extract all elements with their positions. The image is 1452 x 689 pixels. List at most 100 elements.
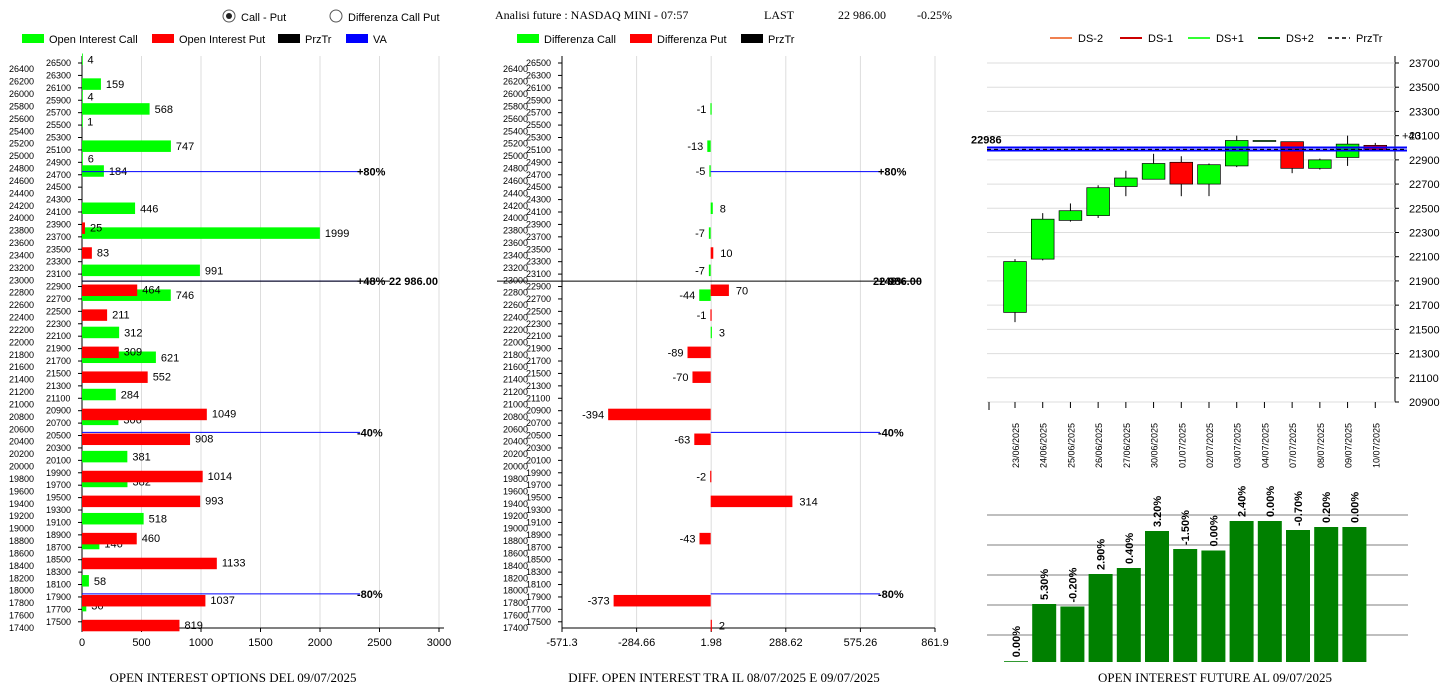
call-bar (82, 103, 150, 115)
strike-label: 22400 (9, 313, 34, 323)
future-bar-label: -0.20% (1067, 567, 1079, 602)
tick-label-x: 288.62 (769, 637, 803, 649)
call-bar-label: 58 (94, 576, 106, 588)
strike-label: 24500 (526, 182, 551, 192)
strike-label: 20000 (503, 462, 528, 472)
va-label: -40% (878, 427, 904, 439)
call-bar-label: 4 (87, 92, 93, 104)
diff-call-bar-label: -5 (696, 166, 706, 178)
strike-label: 24300 (46, 195, 71, 205)
legend-label: DS+2 (1286, 33, 1314, 45)
strike-label: 22300 (526, 319, 551, 329)
strike-label: 21600 (503, 362, 528, 372)
future-bar (1342, 527, 1367, 662)
tick-label-y: 23300 (1409, 106, 1440, 118)
strike-label: 17500 (526, 617, 551, 627)
put-bar-label: 1049 (212, 409, 236, 421)
strike-label: 20200 (503, 449, 528, 459)
strike-label: 18500 (526, 555, 551, 565)
legend-label: DS-2 (1078, 33, 1103, 45)
strike-label: 23000 (503, 275, 528, 285)
diff-put-bar (613, 594, 711, 607)
strike-label: 23300 (46, 257, 71, 267)
tick-label-y: 21300 (1409, 349, 1440, 361)
strike-label: 20500 (46, 431, 71, 441)
tick-label-x: -284.66 (618, 637, 655, 649)
strike-label: 21600 (9, 362, 34, 372)
diff-put-bar-label: -373 (588, 596, 610, 608)
future-bar (1257, 521, 1282, 662)
strike-label: 20800 (503, 412, 528, 422)
strike-label: 25100 (526, 145, 551, 155)
strike-label: 26500 (46, 58, 71, 68)
diff-call-bar-label: 8 (720, 203, 726, 215)
strike-label: 23600 (503, 238, 528, 248)
strike-label: 18600 (9, 548, 34, 558)
strike-label: 23700 (526, 232, 551, 242)
candle-body (1169, 161, 1193, 185)
tick-label-x: 2000 (308, 637, 332, 649)
diff-call-bar-label: -7 (695, 265, 705, 277)
future-bar (1286, 530, 1310, 662)
legend-label: PrzTr (1356, 33, 1383, 45)
tick-label-x: 02/07/2025 (1205, 423, 1215, 468)
diff-call-bar (710, 202, 713, 215)
call-bar (82, 202, 136, 215)
put-bar-label: 993 (205, 496, 223, 508)
tick-label-x: 861.9 (921, 637, 949, 649)
legend-label: DS+1 (1216, 33, 1244, 45)
last-value: 22 986.00 (838, 8, 886, 22)
strike-label: 24900 (46, 157, 71, 167)
strike-label: 19700 (526, 480, 551, 490)
future-bar-label: 3.20% (1152, 496, 1164, 527)
strike-label: 23900 (46, 219, 71, 229)
strike-label: 18500 (46, 555, 71, 565)
future-bar (1173, 549, 1198, 662)
strike-label: 17800 (9, 598, 34, 608)
strike-label: 21200 (9, 387, 34, 397)
put-bar-label: 552 (153, 371, 171, 383)
strike-label: 24300 (526, 195, 551, 205)
header-radio-call-put[interactable]: Call - Put (222, 9, 286, 24)
diff-put-bar-label: -89 (668, 347, 684, 359)
strike-label: 18200 (9, 573, 34, 583)
strike-label: 23500 (46, 244, 71, 254)
strike-label: 19300 (46, 505, 71, 515)
legend-candles: DS-2 DS-1 DS+1 DS+2 PrzTr (1050, 33, 1383, 45)
strike-label: 23500 (526, 244, 551, 254)
header-radio-diff[interactable]: Differenza Call Put (329, 9, 440, 24)
strike-label: 24500 (46, 182, 71, 192)
strike-label: 20400 (503, 437, 528, 447)
legend-oi-call: Open Interest Call (49, 34, 138, 46)
oi-diff-chart: -571.3 -284.66 1.98 288.62 575.26 861.9264002… (497, 56, 949, 649)
strike-label: 21200 (503, 387, 528, 397)
strike-label: 17400 (9, 623, 34, 633)
strike-label: 23200 (503, 263, 528, 273)
diff-call-bar (710, 326, 712, 339)
strike-label: 18100 (46, 580, 71, 590)
strike-label: 25800 (9, 101, 34, 111)
put-bar (82, 346, 119, 359)
call-bar-label: 991 (205, 265, 223, 277)
call-bar (82, 140, 171, 152)
strike-label: 21900 (526, 344, 551, 354)
diff-call-bar (699, 289, 711, 301)
tick-label-y: 21900 (1409, 276, 1440, 288)
strike-label: 19200 (503, 511, 528, 521)
future-bar (1145, 531, 1169, 662)
strike-label: 24600 (503, 176, 528, 186)
tick-label-x: 03/07/2025 (1233, 423, 1243, 468)
diff-put-bar (710, 309, 712, 321)
strike-label: 18900 (526, 530, 551, 540)
strike-label: 22600 (503, 300, 528, 310)
diff-call-bar (708, 227, 711, 239)
call-bar (82, 90, 83, 103)
oi-diff-title: DIFF. OPEN INTEREST TRA IL 08/07/2025 E … (568, 670, 879, 685)
put-bar-label: 211 (112, 309, 130, 321)
strike-label: 21700 (526, 356, 551, 366)
call-bar-label: 284 (121, 390, 139, 402)
future-bar (1229, 521, 1254, 662)
call-bar (82, 351, 156, 364)
price-label: 22 986.00 (873, 276, 922, 288)
strike-label: 19100 (46, 517, 71, 527)
